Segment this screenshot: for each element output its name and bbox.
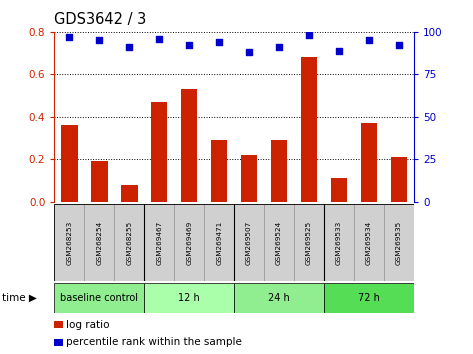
Bar	[144, 283, 234, 313]
Text: GSM269471: GSM269471	[216, 220, 222, 264]
Text: 12 h: 12 h	[178, 293, 200, 303]
Point	[185, 42, 193, 48]
Bar	[204, 204, 234, 281]
Text: 24 h: 24 h	[268, 293, 290, 303]
Bar	[361, 123, 377, 202]
Bar	[61, 125, 78, 202]
Bar	[211, 140, 228, 202]
Bar	[234, 204, 264, 281]
Text: 72 h: 72 h	[358, 293, 380, 303]
Text: GDS3642 / 3: GDS3642 / 3	[54, 12, 147, 27]
Text: GSM268255: GSM268255	[126, 220, 132, 264]
Bar	[301, 57, 317, 202]
Bar	[271, 140, 287, 202]
Text: GSM269469: GSM269469	[186, 220, 192, 264]
Text: GSM269534: GSM269534	[366, 220, 372, 264]
Point	[245, 50, 253, 55]
Point	[275, 44, 283, 50]
Bar	[174, 204, 204, 281]
Point	[96, 38, 103, 43]
Bar	[234, 283, 324, 313]
Text: percentile rank within the sample: percentile rank within the sample	[66, 337, 242, 347]
Bar	[121, 185, 138, 202]
Text: GSM268254: GSM268254	[96, 220, 102, 264]
Bar	[181, 89, 197, 202]
Bar	[294, 204, 324, 281]
Text: GSM268253: GSM268253	[66, 220, 72, 264]
Text: GSM269467: GSM269467	[156, 220, 162, 264]
Bar	[384, 204, 414, 281]
Bar	[241, 155, 257, 202]
Point	[365, 38, 373, 43]
Bar	[84, 204, 114, 281]
Bar	[324, 283, 414, 313]
Point	[125, 44, 133, 50]
Text: baseline control: baseline control	[61, 293, 138, 303]
Text: GSM269507: GSM269507	[246, 220, 252, 264]
Bar	[54, 283, 144, 313]
Bar	[114, 204, 144, 281]
Text: log ratio: log ratio	[66, 320, 110, 330]
Point	[305, 33, 313, 38]
Bar	[144, 204, 174, 281]
Point	[395, 42, 403, 48]
Bar	[324, 204, 354, 281]
Bar	[151, 102, 167, 202]
Bar	[331, 178, 347, 202]
Bar	[264, 204, 294, 281]
Text: GSM269524: GSM269524	[276, 220, 282, 264]
Text: time ▶: time ▶	[2, 293, 37, 303]
Point	[215, 39, 223, 45]
Text: GSM269533: GSM269533	[336, 220, 342, 264]
Point	[66, 34, 73, 40]
Bar	[391, 157, 407, 202]
Bar	[91, 161, 107, 202]
Point	[335, 48, 343, 53]
Text: GSM269525: GSM269525	[306, 220, 312, 264]
Point	[156, 36, 163, 41]
Bar	[54, 204, 84, 281]
Text: GSM269535: GSM269535	[396, 220, 402, 264]
Bar	[354, 204, 384, 281]
